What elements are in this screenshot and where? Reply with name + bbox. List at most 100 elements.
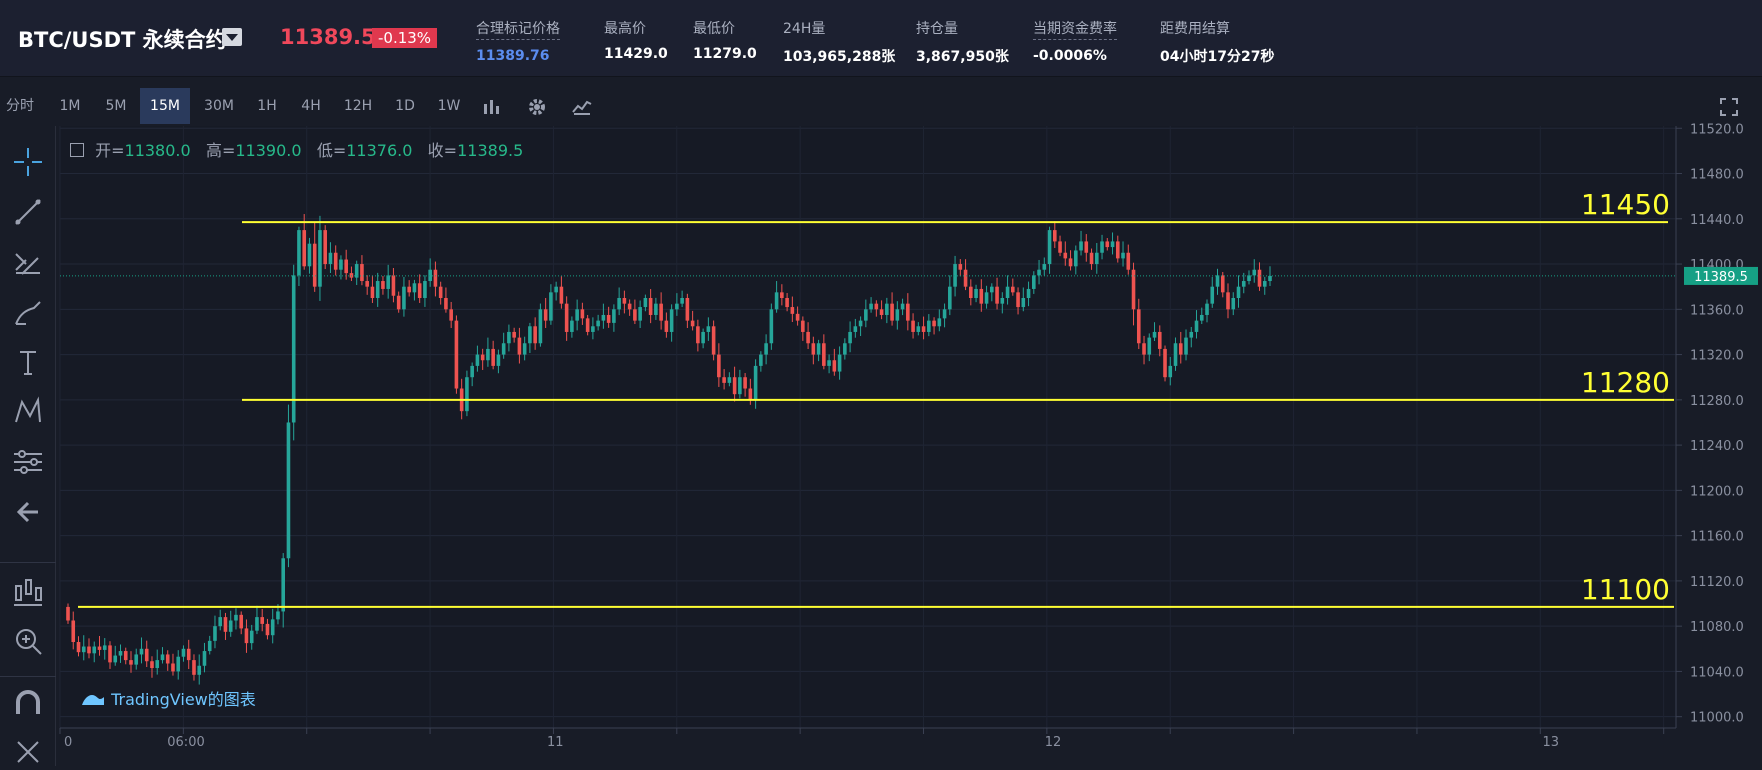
bar-chart-icon[interactable] bbox=[481, 96, 503, 118]
symbol-dropdown-icon[interactable] bbox=[222, 28, 242, 46]
symbol-title[interactable]: BTC/USDT 永续合约 bbox=[18, 28, 227, 52]
candle-body bbox=[1210, 286, 1215, 304]
x-tick-label: 06:00 bbox=[167, 735, 204, 750]
candle-body bbox=[181, 648, 186, 657]
candle-body bbox=[1184, 337, 1188, 355]
candle-body bbox=[633, 309, 637, 321]
last-price: 11389.5 bbox=[280, 25, 376, 49]
candle-body bbox=[1115, 241, 1120, 259]
zoom-icon[interactable] bbox=[10, 623, 46, 659]
candle-body bbox=[1268, 275, 1272, 282]
candle-body bbox=[1168, 365, 1173, 378]
tf-1m[interactable]: 1M bbox=[59, 98, 81, 114]
candle-body bbox=[255, 617, 259, 631]
tf-12h[interactable]: 12H bbox=[343, 98, 373, 114]
candle-body bbox=[176, 656, 181, 672]
current-price-label: 11389.5 bbox=[1694, 270, 1748, 285]
candle-body bbox=[669, 309, 674, 332]
candle-body bbox=[732, 377, 737, 395]
candle-body bbox=[281, 558, 286, 612]
fullscreen-icon[interactable] bbox=[1718, 96, 1740, 118]
candle-body bbox=[102, 645, 107, 650]
candle-body bbox=[785, 298, 789, 308]
text-icon[interactable] bbox=[10, 344, 46, 380]
candle-body bbox=[197, 665, 202, 675]
trendline-icon[interactable] bbox=[10, 194, 46, 230]
candle-body bbox=[1163, 348, 1167, 378]
candle-body bbox=[601, 314, 606, 321]
tf-1d[interactable]: 1D bbox=[395, 98, 415, 114]
candle-body bbox=[234, 614, 238, 621]
candle-body bbox=[932, 320, 936, 327]
candle-body bbox=[108, 645, 112, 663]
candle-body bbox=[81, 646, 86, 653]
y-tick-label: 11320.0 bbox=[1690, 349, 1744, 364]
candle-body bbox=[349, 273, 354, 278]
candle-body bbox=[722, 377, 726, 383]
candle-body bbox=[1215, 275, 1220, 287]
candle-body bbox=[654, 303, 658, 315]
magnet-icon[interactable] bbox=[10, 686, 46, 722]
tradingview-watermark[interactable]: TradingView的图表 bbox=[80, 686, 256, 710]
candle-body bbox=[1178, 343, 1183, 355]
candle-body bbox=[312, 243, 317, 287]
candle-body bbox=[71, 620, 76, 642]
tf-1h[interactable]: 1H bbox=[257, 98, 277, 114]
candle-body bbox=[864, 309, 868, 321]
tf-30m[interactable]: 30M bbox=[204, 98, 234, 114]
candle-body bbox=[921, 326, 926, 332]
tf-line[interactable]: 分时 bbox=[6, 98, 34, 114]
toolbar-divider bbox=[0, 562, 56, 563]
candle-body bbox=[339, 259, 343, 270]
brush-icon[interactable] bbox=[10, 294, 46, 330]
candle-body bbox=[774, 292, 779, 310]
candle-body bbox=[286, 422, 291, 559]
crosshair-icon[interactable] bbox=[10, 144, 46, 180]
fib-tool-icon[interactable] bbox=[10, 244, 46, 280]
pattern-icon[interactable] bbox=[10, 394, 46, 430]
candle-body bbox=[360, 264, 364, 282]
candles-icon[interactable] bbox=[10, 574, 46, 610]
candle-body bbox=[160, 654, 165, 661]
candle-body bbox=[218, 617, 223, 627]
candle-body bbox=[612, 309, 616, 323]
y-tick-label: 11000.0 bbox=[1690, 711, 1744, 726]
candle-body bbox=[953, 264, 957, 287]
candle-body bbox=[606, 314, 611, 323]
candle-body bbox=[276, 611, 280, 620]
legend-toggle-icon[interactable] bbox=[70, 143, 84, 157]
tf-5m[interactable]: 5M bbox=[105, 98, 127, 114]
candle-body bbox=[853, 326, 858, 332]
candle-body bbox=[564, 303, 569, 332]
y-tick-label: 11520.0 bbox=[1690, 122, 1744, 137]
candle-body bbox=[354, 264, 359, 278]
candle-body bbox=[407, 286, 411, 293]
candle-body bbox=[1231, 298, 1236, 310]
candle-body bbox=[144, 648, 149, 662]
candle-body bbox=[1110, 241, 1115, 248]
measure-icon[interactable] bbox=[10, 444, 46, 480]
candle-body bbox=[302, 230, 307, 267]
candle-body bbox=[113, 655, 118, 663]
lock-cross-icon[interactable] bbox=[10, 734, 46, 770]
candle-body bbox=[207, 640, 212, 652]
arrow-left-icon[interactable] bbox=[10, 494, 46, 530]
candle-body bbox=[370, 286, 375, 298]
candle-body bbox=[512, 331, 516, 338]
header-bar: BTC/USDT 永续合约 11389.5 -0.13% 合理标记价格 11389… bbox=[0, 0, 1762, 77]
tf-1w[interactable]: 1W bbox=[437, 98, 461, 114]
candle-body bbox=[617, 298, 621, 310]
candle-body bbox=[386, 275, 390, 289]
tf-4h[interactable]: 4H bbox=[301, 98, 321, 114]
tf-15m[interactable]: 15M bbox=[140, 88, 190, 124]
gear-icon[interactable] bbox=[526, 96, 548, 118]
candle-body bbox=[1226, 292, 1230, 310]
candle-body bbox=[1199, 314, 1204, 321]
candle-body bbox=[412, 283, 417, 293]
candle-body bbox=[1079, 241, 1083, 251]
candle-body bbox=[449, 309, 453, 321]
indicators-icon[interactable] bbox=[571, 96, 593, 118]
x-tick-label: 11 bbox=[547, 735, 564, 750]
candle-body bbox=[1173, 343, 1178, 366]
